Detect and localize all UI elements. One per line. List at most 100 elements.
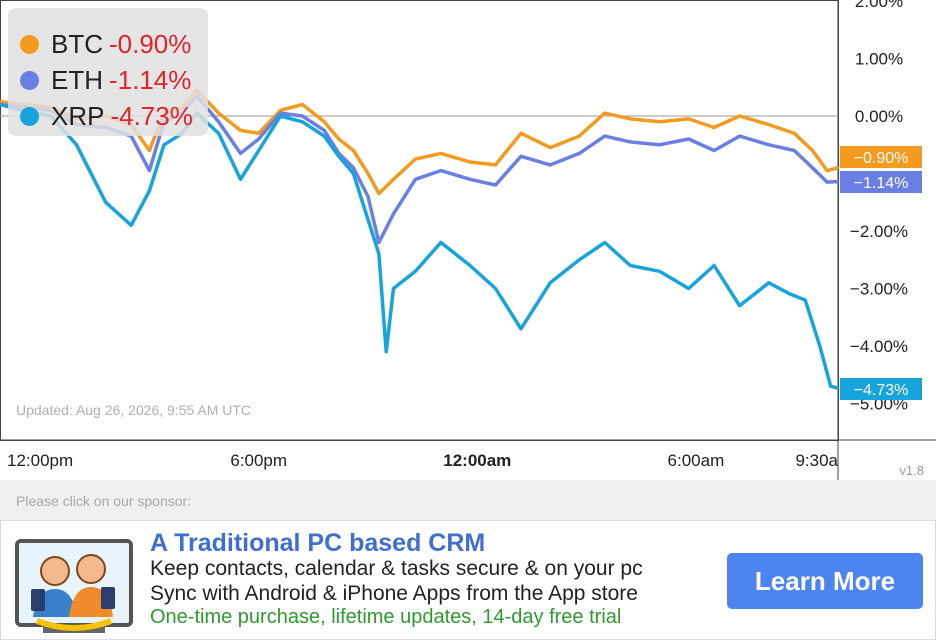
data-point-xrp <box>257 149 260 152</box>
data-point-eth <box>148 169 151 172</box>
x-tick-label: 6:00pm <box>230 451 287 470</box>
data-point-xrp <box>385 350 388 353</box>
data-point-xrp <box>414 270 417 273</box>
value-tag-xrp <box>840 378 922 400</box>
data-point-eth <box>825 180 829 184</box>
value-tag-label-eth: −1.14% <box>854 175 909 192</box>
data-point-xrp <box>104 201 107 204</box>
price-chart: 2.00% 1.00% 0.00% −2.00% −3.00% −4.00% −5.00% 1… <box>0 0 936 480</box>
data-point-btc <box>439 152 443 155</box>
data-point-xrp <box>789 293 792 296</box>
data-point-btc <box>548 146 552 149</box>
data-point-btc <box>825 169 829 172</box>
data-point-btc <box>603 111 607 115</box>
legend-btc-symbol: BTC <box>51 28 103 59</box>
data-point-xrp <box>818 344 821 348</box>
y-tick-label: 2.00% <box>855 0 903 11</box>
data-point-eth <box>793 149 796 152</box>
legend-item-btc: BTC -0.90% <box>20 29 191 59</box>
data-point-xrp <box>548 281 552 284</box>
data-point-eth <box>548 163 552 167</box>
data-point-xrp <box>392 287 395 290</box>
data-point-xrp <box>494 287 497 290</box>
data-point-xrp <box>836 386 840 390</box>
series-line-xrp <box>0 102 839 390</box>
xrp-dot-icon <box>20 106 39 126</box>
data-point-eth <box>439 169 443 172</box>
data-point-btc <box>377 192 381 195</box>
data-point-xrp <box>804 298 807 302</box>
learn-more-button[interactable]: Learn More <box>727 553 923 609</box>
value-tag-eth <box>840 171 922 193</box>
data-point-xrp <box>767 281 770 284</box>
btc-dot-icon <box>20 34 39 54</box>
x-tick-label: 6:00am <box>668 451 725 470</box>
data-point-xrp <box>468 264 472 267</box>
data-point-btc <box>687 117 690 121</box>
legend-btc-change: -0.90% <box>109 28 192 59</box>
legend-eth-symbol: ETH <box>51 64 103 95</box>
y-tick-label: 1.00% <box>855 50 903 69</box>
data-point-btc <box>239 129 242 132</box>
data-point-xrp <box>323 134 326 138</box>
x-tick-label: 12:00pm <box>7 451 73 470</box>
legend-item-eth: ETH -1.14% <box>20 65 191 95</box>
data-point-btc <box>279 109 282 112</box>
ad-line-1: Keep contacts, calendar & tasks secure &… <box>150 557 643 580</box>
data-point-btc <box>323 120 326 123</box>
data-point-btc <box>767 123 770 126</box>
data-point-xrp <box>629 264 632 267</box>
data-point-btc <box>629 117 632 121</box>
data-point-xrp <box>366 218 370 221</box>
data-point-eth <box>377 241 381 244</box>
legend: BTC -0.90% ETH -1.14% XRP -4.73% <box>8 8 208 136</box>
data-point-eth <box>738 134 741 138</box>
updated-timestamp: Updated: Aug 26, 2026, 9:55 AM UTC <box>16 402 252 418</box>
data-point-btc <box>148 149 151 152</box>
data-point-xrp <box>75 143 78 146</box>
data-point-xrp <box>239 178 242 181</box>
data-point-btc <box>468 160 472 164</box>
data-point-xrp <box>439 241 443 244</box>
legend-eth-change: -1.14% <box>109 64 192 95</box>
ad-title[interactable]: A Traditional PC based CRM <box>150 529 486 557</box>
data-point-xrp <box>519 327 523 330</box>
data-point-eth <box>629 140 632 144</box>
data-point-xrp <box>578 258 581 261</box>
legend-item-xrp: XRP -4.73% <box>20 101 193 131</box>
legend-xrp-change: -4.73% <box>110 100 193 131</box>
data-point-btc <box>738 114 741 118</box>
data-point-xrp <box>162 143 166 146</box>
x-tick-label: 12:00am <box>443 451 511 470</box>
data-point-eth <box>301 114 304 118</box>
data-point-xrp <box>279 114 282 118</box>
y-tick-label: −3.00% <box>850 280 908 299</box>
data-point-btc <box>414 157 417 161</box>
data-point-btc <box>578 134 581 138</box>
version-label: v1.8 <box>899 463 924 478</box>
data-point-xrp <box>352 172 355 175</box>
data-point-eth <box>279 111 282 115</box>
data-point-eth <box>811 166 814 169</box>
data-point-xrp <box>129 224 133 227</box>
data-point-eth <box>494 183 497 187</box>
data-point-btc <box>519 132 523 135</box>
y-tick-label: −2.00% <box>850 222 908 241</box>
data-point-eth <box>366 195 370 198</box>
data-point-eth <box>767 143 770 146</box>
data-point-btc <box>352 149 355 152</box>
data-point-xrp <box>148 189 151 192</box>
data-point-btc <box>494 163 497 167</box>
y-tick-label: −4.00% <box>850 337 908 356</box>
data-point-eth <box>392 212 395 215</box>
chart-svg: 2.00%1.00%0.00%−2.00%−3.00%−4.00%−5.00%1… <box>0 0 936 480</box>
sponsor-ad[interactable]: A Traditional PC based CRM Keep contacts… <box>0 520 936 640</box>
data-point-eth <box>603 134 607 138</box>
data-point-btc <box>366 172 370 175</box>
data-point-btc <box>392 178 395 181</box>
data-point-eth <box>687 137 690 141</box>
data-point-xrp <box>0 103 2 106</box>
data-point-btc <box>0 100 2 103</box>
data-point-eth <box>217 120 220 123</box>
data-point-xrp <box>301 120 304 123</box>
